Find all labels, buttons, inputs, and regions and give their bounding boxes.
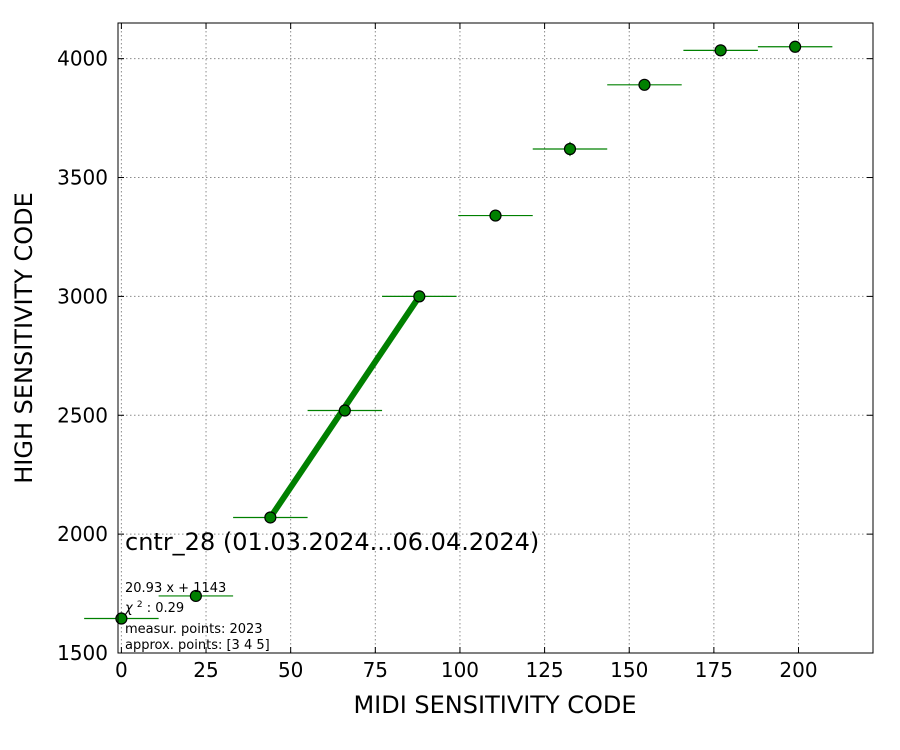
x-tick-label: 50 [278, 658, 303, 682]
axes [117, 22, 874, 654]
grid [118, 23, 873, 654]
x-tick-label: 200 [779, 658, 817, 682]
data-point [189, 589, 202, 603]
x-tick-label: 175 [695, 658, 733, 682]
ticks: 0 25 50 75 100 125 150 175 200 1500 2000 2500 3000 35… [57, 23, 873, 682]
x-tick-label: 150 [610, 658, 648, 682]
data-point [115, 612, 128, 625]
data-point [638, 78, 651, 91]
measurement-points-label: measur. points: 2023 [125, 622, 263, 637]
y-tick-label: 4000 [57, 47, 108, 71]
data-point [714, 44, 727, 57]
x-tick-label: 125 [525, 658, 563, 682]
chi-superscript: 2 [137, 600, 143, 610]
chi-value: : 0.29 [147, 601, 184, 616]
data-point [489, 209, 502, 222]
y-tick-label: 2000 [57, 522, 108, 546]
chi-square-label: χ 2 : 0.29 [124, 596, 184, 616]
chart-annotation-main: cntr_28 (01.03.2024...06.04.2024) [125, 528, 539, 556]
y-tick-label: 2500 [57, 403, 108, 427]
data-point [789, 40, 802, 53]
y-tick-label: 3500 [57, 166, 108, 190]
data-points [115, 40, 802, 625]
y-tick-label: 1500 [57, 641, 108, 665]
x-axis-label: MIDI SENSITIVITY CODE [353, 691, 636, 719]
data-point [563, 142, 577, 156]
data-point [338, 404, 351, 417]
approximation-points-label: approx. points: [3 4 5] [125, 638, 270, 653]
chi-symbol: χ [124, 601, 134, 616]
plot-frame [117, 22, 874, 654]
x-tick-label: 100 [441, 658, 479, 682]
fit-equation-label: 20.93 x + 1143 [125, 581, 226, 596]
data-point [413, 290, 426, 303]
y-tick-label: 3000 [57, 284, 108, 308]
data-point [264, 511, 277, 524]
y-axis-label: HIGH SENSITIVITY CODE [10, 192, 38, 484]
x-tick-label: 75 [363, 658, 388, 682]
x-tick-label: 0 [115, 658, 128, 682]
x-tick-label: 25 [193, 658, 218, 682]
